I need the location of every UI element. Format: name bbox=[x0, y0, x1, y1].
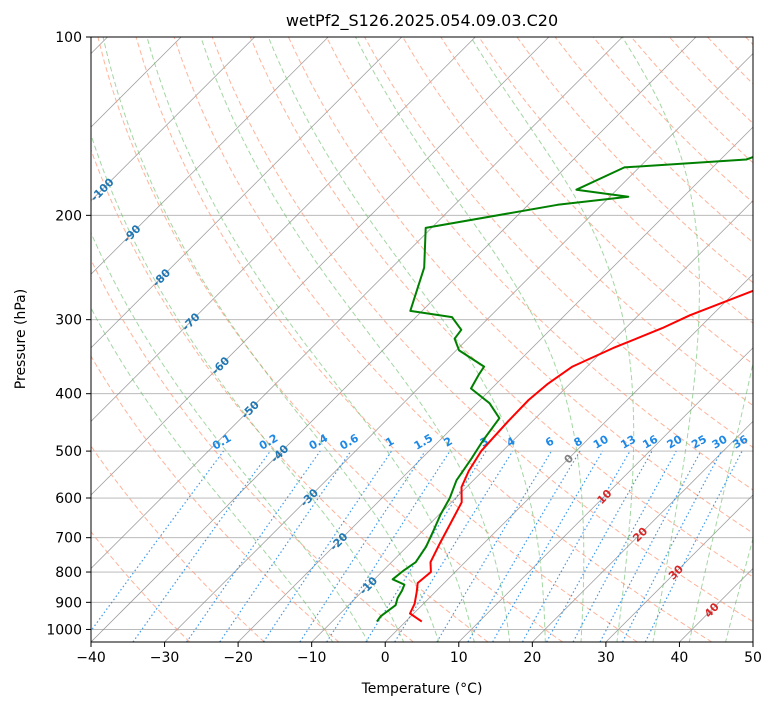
y-axis-label: Pressure (hPa) bbox=[13, 289, 29, 389]
y-tick-label: 200 bbox=[55, 208, 82, 224]
y-tick-label: 600 bbox=[55, 491, 82, 507]
x-tick-label: −10 bbox=[297, 650, 327, 666]
chart-title: wetPf2_S126.2025.054.09.03.C20 bbox=[286, 11, 558, 31]
y-tick-label: 500 bbox=[55, 444, 82, 460]
x-tick-label: 0 bbox=[381, 650, 390, 666]
x-tick-label: −30 bbox=[150, 650, 180, 666]
x-tick-label: −40 bbox=[76, 650, 106, 666]
x-tick-label: 30 bbox=[597, 650, 615, 666]
y-tick-label: 400 bbox=[55, 387, 82, 403]
y-tick-label: 100 bbox=[55, 30, 82, 46]
y-tick-label: 300 bbox=[55, 313, 82, 329]
x-tick-label: 40 bbox=[671, 650, 689, 666]
x-tick-label: 50 bbox=[744, 650, 762, 666]
x-axis-label: Temperature (°C) bbox=[361, 681, 483, 697]
x-tick-label: 10 bbox=[450, 650, 468, 666]
y-tick-label: 900 bbox=[55, 595, 82, 611]
y-tick-label: 1000 bbox=[46, 622, 82, 638]
y-tick-label: 700 bbox=[55, 531, 82, 547]
y-tick-label: 800 bbox=[55, 565, 82, 581]
x-tick-label: −20 bbox=[223, 650, 253, 666]
x-tick-label: 20 bbox=[523, 650, 541, 666]
